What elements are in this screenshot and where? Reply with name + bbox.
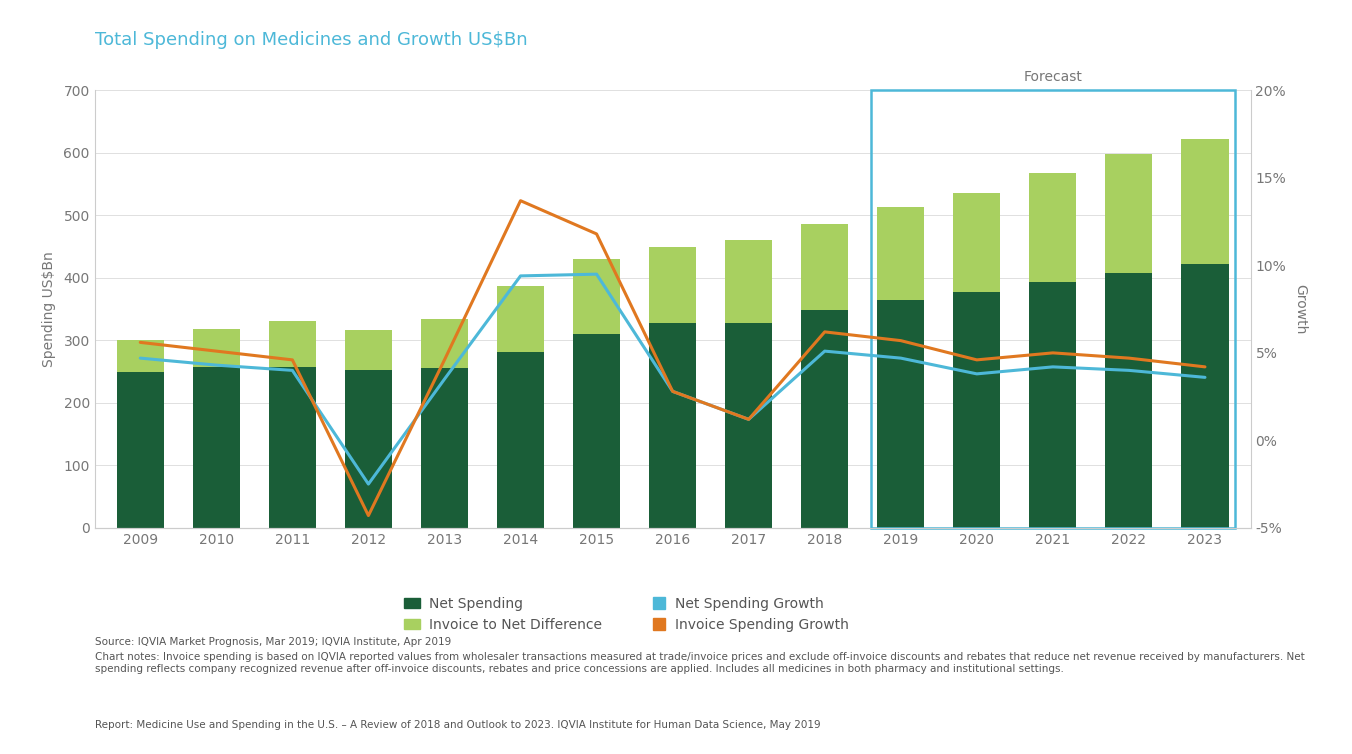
Bar (269, 366, 316, 528)
Bar (1029, 173, 1076, 282)
Bar (725, 323, 772, 528)
Bar (420, 319, 468, 368)
Bar (573, 259, 621, 334)
Bar (498, 351, 544, 528)
Bar (649, 247, 696, 323)
Bar (1182, 139, 1229, 264)
Bar (1182, 264, 1229, 528)
Bar (1106, 155, 1152, 273)
Bar (725, 241, 772, 323)
Bar (345, 329, 392, 370)
Bar (345, 370, 392, 528)
Bar (802, 224, 848, 311)
Bar (953, 292, 1000, 528)
Bar (1029, 282, 1076, 528)
Text: Source: IQVIA Market Prognosis, Mar 2019; IQVIA Institute, Apr 2019: Source: IQVIA Market Prognosis, Mar 2019… (95, 637, 450, 647)
Bar (573, 334, 621, 528)
Bar (1106, 273, 1152, 528)
Bar (420, 368, 468, 528)
Bar (877, 207, 925, 300)
Bar (498, 286, 544, 351)
Bar (871, 90, 1234, 528)
Text: Total Spending on Medicines and Growth US$Bn: Total Spending on Medicines and Growth U… (95, 31, 527, 49)
Bar (193, 366, 239, 528)
Text: Chart notes: Invoice spending is based on IQVIA reported values from wholesaler : Chart notes: Invoice spending is based o… (95, 652, 1305, 674)
Legend: Net Spending, Invoice to Net Difference, Net Spending Growth, Invoice Spending G: Net Spending, Invoice to Net Difference,… (397, 592, 854, 638)
Y-axis label: Growth: Growth (1293, 284, 1307, 334)
Bar (877, 300, 925, 528)
Bar (116, 340, 164, 372)
Bar (802, 311, 848, 528)
Text: Report: Medicine Use and Spending in the U.S. – A Review of 2018 and Outlook to : Report: Medicine Use and Spending in the… (95, 720, 821, 730)
Text: Forecast: Forecast (1023, 70, 1083, 84)
Bar (193, 329, 239, 366)
Y-axis label: Spending US$Bn: Spending US$Bn (42, 251, 57, 367)
Bar (116, 372, 164, 528)
Bar (649, 323, 696, 528)
Bar (953, 193, 1000, 292)
Bar (269, 321, 316, 366)
